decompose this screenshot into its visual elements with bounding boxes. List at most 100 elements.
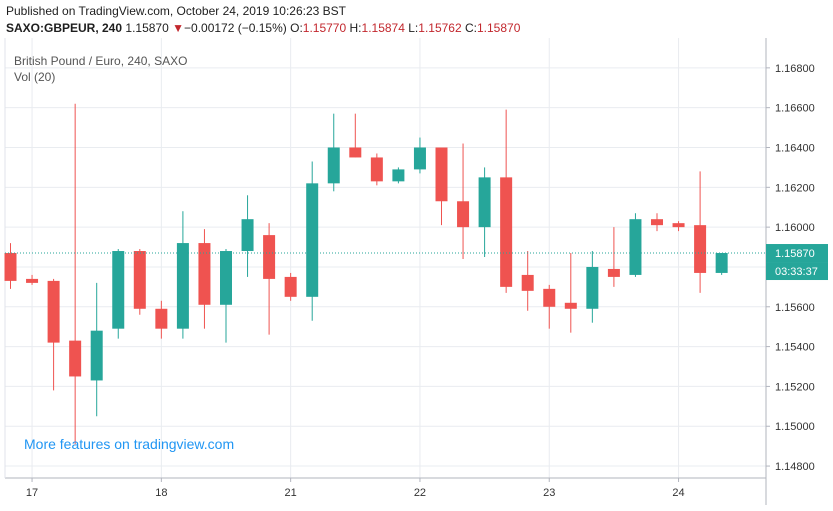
candle-body	[327, 147, 340, 184]
candle-body	[284, 276, 297, 297]
candle[interactable]	[478, 167, 491, 258]
candle[interactable]	[370, 153, 383, 186]
candle[interactable]	[306, 161, 319, 321]
candle[interactable]	[112, 249, 125, 339]
candle[interactable]	[392, 167, 405, 184]
candle-body	[651, 219, 663, 226]
candle-body	[457, 201, 470, 228]
candle-body	[715, 253, 728, 273]
candle-body	[564, 302, 577, 309]
candle-body	[672, 223, 685, 228]
candle[interactable]	[586, 251, 599, 323]
candle[interactable]	[543, 284, 556, 329]
countdown-badge	[766, 262, 828, 281]
candle[interactable]	[349, 113, 362, 158]
candle[interactable]	[500, 109, 513, 293]
y-tick-label: 1.15200	[775, 381, 815, 393]
close-value: 1.15870	[477, 21, 521, 35]
candle-body	[543, 288, 556, 307]
time-axis[interactable]: 17 18 21 22 23 24	[26, 478, 685, 499]
price-axis[interactable]: 1.14800 1.15000 1.15200 1.15400 1.15600 1.158…	[766, 63, 815, 473]
candle-body	[370, 157, 383, 182]
y-tick-label: 1.16800	[775, 63, 815, 75]
candle[interactable]	[607, 227, 620, 287]
candle[interactable]	[457, 143, 470, 259]
candle-body	[47, 280, 60, 343]
last-price: 1.15870	[125, 21, 169, 35]
candle[interactable]	[521, 251, 534, 311]
candle[interactable]	[176, 211, 189, 339]
promo-link[interactable]: More features on tradingview.com	[24, 436, 234, 452]
chart-grid	[5, 38, 766, 478]
open-value: 1.15770	[302, 21, 347, 35]
candle-body	[112, 251, 125, 329]
candle[interactable]	[198, 229, 211, 329]
down-arrow-icon: ▼	[172, 21, 185, 35]
y-tick-label: 1.16200	[775, 182, 815, 194]
candle[interactable]	[26, 274, 39, 285]
candle[interactable]	[694, 171, 707, 293]
candle[interactable]	[263, 223, 276, 335]
y-tick-label: 1.15000	[775, 421, 815, 433]
candle[interactable]	[327, 113, 340, 192]
close-label: C:	[465, 21, 477, 35]
y-tick-label: 1.15400	[775, 342, 815, 354]
candle[interactable]	[629, 213, 642, 277]
candle-body	[478, 177, 491, 228]
candle-body	[220, 251, 232, 305]
current-price-text: 1.15870	[775, 248, 815, 260]
candle[interactable]	[651, 213, 663, 232]
candle-body	[133, 251, 146, 309]
price-change: −0.00172 (−0.15%)	[184, 21, 287, 35]
y-tick-label: 1.16000	[775, 222, 815, 234]
volume-indicator-label[interactable]: Vol (20)	[14, 70, 55, 84]
candle-body	[241, 219, 254, 252]
high-label: H:	[349, 21, 362, 35]
candle[interactable]	[284, 272, 297, 301]
candle-body	[69, 340, 82, 377]
candle-body	[586, 266, 599, 309]
candle-body	[435, 147, 448, 202]
x-tick-label: 23	[543, 487, 555, 499]
candle-body	[90, 330, 103, 381]
candle[interactable]	[715, 253, 728, 275]
y-tick-label: 1.16400	[775, 143, 815, 155]
candle-body	[4, 253, 17, 281]
candle[interactable]	[155, 300, 168, 339]
candle-body	[500, 177, 513, 287]
candle[interactable]	[47, 278, 60, 391]
low-value: 1.15762	[418, 21, 462, 35]
price-badges: 1.15870 03:33:37	[766, 244, 828, 281]
candle-body	[607, 268, 620, 277]
candle[interactable]	[133, 249, 146, 315]
symbol-name[interactable]: SAXO:GBPEUR, 240	[6, 21, 123, 35]
pane-title: British Pound / Euro, 240, SAXO	[14, 54, 187, 68]
candle[interactable]	[220, 249, 232, 343]
open-label: O:	[290, 21, 303, 35]
candle[interactable]	[413, 137, 426, 174]
x-tick-label: 22	[414, 487, 426, 499]
candle-body	[198, 243, 211, 305]
candle-body	[629, 219, 642, 275]
countdown-text: 03:33:37	[775, 266, 818, 278]
y-tick-label: 1.14800	[775, 461, 815, 473]
candle[interactable]	[4, 243, 17, 289]
y-tick-label: 1.16600	[775, 103, 815, 115]
high-value: 1.15874	[361, 21, 405, 35]
candle[interactable]	[90, 282, 103, 417]
published-caption: Published on TradingView.com, October 24…	[6, 4, 346, 18]
candle[interactable]	[435, 147, 448, 226]
x-tick-label: 17	[26, 487, 38, 499]
candle-body	[263, 235, 276, 279]
candle-body	[694, 225, 707, 273]
candle-body	[349, 147, 362, 158]
candle[interactable]	[241, 195, 254, 277]
candle[interactable]	[69, 103, 82, 445]
candle[interactable]	[564, 253, 577, 333]
candle-body	[392, 169, 405, 182]
candles-layer	[4, 103, 728, 445]
low-label: L:	[408, 21, 419, 35]
candle[interactable]	[672, 221, 685, 232]
candle-body	[306, 183, 319, 297]
